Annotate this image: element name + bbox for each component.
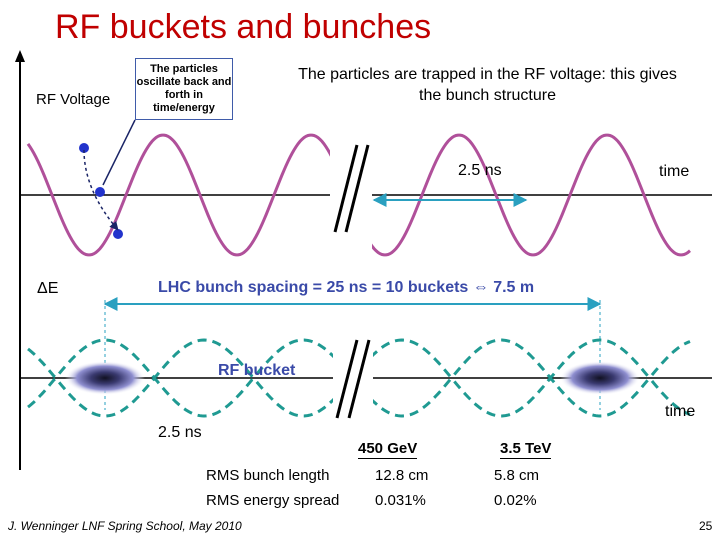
table-cell: 0.02% xyxy=(494,492,537,509)
slide-title: RF buckets and bunches xyxy=(55,8,432,46)
axis-break-mark xyxy=(344,144,370,233)
table-cell: 12.8 cm xyxy=(375,467,429,484)
particle xyxy=(79,143,89,153)
table-header-450gev: 450 GeV xyxy=(358,440,418,459)
bunch xyxy=(560,361,640,395)
time-label-bottom: time xyxy=(665,403,696,420)
table-header-3-5tev: 3.5 TeV xyxy=(500,440,552,459)
rf-voltage-label: RF Voltage xyxy=(36,91,111,108)
axis-break-mark xyxy=(333,144,359,233)
table-cell: 5.8 cm xyxy=(494,467,540,484)
axis-break-mark xyxy=(335,339,359,419)
page-number: 25 xyxy=(699,519,713,533)
period-label-bottom: 2.5 ns xyxy=(158,424,202,441)
trapped-caption: The particles are trapped in the RF volt… xyxy=(298,66,677,104)
delta-e-label: ΔE xyxy=(37,280,59,297)
table-row-label: RMS energy spread xyxy=(206,492,340,509)
bunch xyxy=(65,361,145,395)
footer-credit: J. Wenninger LNF Spring School, May 2010 xyxy=(8,519,242,533)
rf-bucket-label: RF bucket xyxy=(218,362,296,379)
callout-pointer xyxy=(102,119,136,186)
oscillation-callout: The particles oscillate back and forth i… xyxy=(135,58,233,120)
particle xyxy=(95,187,105,197)
oscillation-path xyxy=(83,149,119,231)
table-row-label: RMS bunch length xyxy=(206,467,330,484)
bucket-separatrix-lower xyxy=(27,376,691,418)
table-cell: 0.031% xyxy=(375,492,426,509)
bucket-separatrix-upper xyxy=(27,338,691,380)
time-label-top: time xyxy=(659,163,690,180)
axis-break-mark xyxy=(347,339,371,419)
period-label-top: 2.5 ns xyxy=(458,162,502,179)
vertical-axis-arrowhead xyxy=(15,50,25,62)
bunch-spacing-label: LHC bunch spacing = 25 ns = 10 buckets ⇔… xyxy=(158,279,535,296)
particle xyxy=(113,229,123,239)
